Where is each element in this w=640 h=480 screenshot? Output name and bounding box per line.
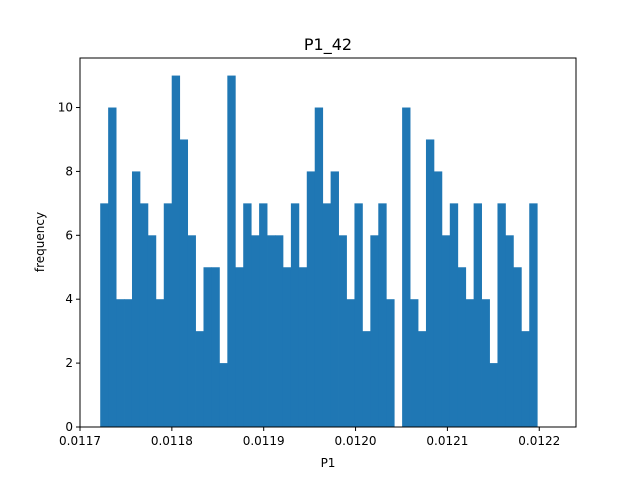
- histogram-bar: [155, 299, 165, 427]
- histogram-bar: [306, 171, 316, 427]
- histogram-bar: [298, 267, 308, 427]
- y-tick-label: 2: [65, 356, 73, 370]
- histogram-bar: [338, 235, 347, 427]
- histogram-bar: [433, 171, 443, 427]
- y-tick-label: 0: [65, 420, 73, 434]
- histogram-bar: [425, 139, 435, 427]
- histogram-bar: [418, 331, 427, 427]
- histogram-bar: [465, 299, 475, 427]
- histogram-bar: [219, 363, 228, 427]
- histogram-bar: [489, 363, 498, 427]
- histogram-bar: [314, 107, 324, 428]
- x-tick-label: 0.0117: [59, 434, 101, 448]
- x-tick-label: 0.0122: [518, 434, 560, 448]
- histogram-bar: [370, 235, 379, 427]
- histogram-bar: [227, 75, 236, 427]
- y-axis-ticks: 0 2 4 6 8 10: [58, 101, 80, 434]
- histogram-bar: [378, 203, 387, 427]
- histogram-bar: [410, 299, 419, 427]
- x-tick-label: 0.0121: [426, 434, 468, 448]
- histogram-bar: [441, 235, 451, 427]
- histogram-bar: [179, 139, 189, 427]
- histogram-bar: [195, 331, 204, 427]
- histogram-bar: [354, 203, 363, 427]
- histogram-bar: [505, 235, 514, 427]
- histogram-bar: [235, 267, 244, 427]
- x-tick-label: 0.0120: [335, 434, 377, 448]
- histogram-bar: [473, 203, 482, 427]
- histogram-bar: [449, 203, 459, 427]
- histogram-bar: [187, 235, 196, 427]
- histogram-bar: [211, 267, 220, 427]
- histogram-bar: [267, 235, 276, 427]
- histogram-bar: [275, 235, 284, 427]
- histogram-bar: [147, 235, 157, 427]
- y-tick-label: 4: [65, 292, 73, 306]
- histogram-bar: [513, 267, 522, 427]
- histogram-bar: [251, 235, 260, 427]
- histogram-bar: [497, 203, 506, 427]
- histogram-bar: [521, 331, 530, 427]
- histogram-bar: [203, 267, 212, 427]
- chart-title: P1_42: [304, 35, 352, 55]
- histogram-bar: [529, 203, 538, 427]
- histogram-bar: [139, 203, 149, 427]
- histogram-bar: [259, 203, 268, 427]
- plot-frame: [79, 57, 577, 428]
- y-tick-label: 6: [65, 228, 73, 242]
- histogram-bar: [481, 299, 490, 427]
- histogram-bar: [290, 203, 300, 427]
- histogram-bar: [330, 171, 339, 427]
- y-tick-label: 8: [65, 164, 73, 178]
- y-tick-label: 10: [58, 101, 73, 115]
- histogram-bar: [362, 331, 371, 427]
- x-tick-label: 0.0118: [151, 434, 193, 448]
- histogram-bar: [386, 299, 395, 427]
- histogram-bar: [322, 203, 332, 427]
- histogram-bar: [243, 203, 252, 427]
- histogram-bar: [163, 203, 173, 427]
- histogram-bar: [282, 267, 292, 427]
- histogram-bar: [402, 107, 411, 428]
- histogram-bar: [124, 299, 133, 427]
- y-axis-label: frequency: [33, 212, 47, 272]
- histogram-bar: [100, 203, 109, 427]
- x-tick-label: 0.0119: [243, 434, 285, 448]
- histogram-bar: [131, 171, 141, 427]
- histogram-bar: [171, 75, 181, 427]
- histogram-bars: [100, 75, 538, 428]
- histogram-bar: [108, 107, 117, 428]
- x-axis-label: P1: [321, 456, 336, 470]
- histogram-bar: [346, 299, 355, 427]
- x-axis-ticks: 0.0117 0.0118 0.0119 0.0120 0.0121 0.0122: [59, 427, 560, 448]
- histogram-bar: [116, 299, 125, 427]
- histogram-bar: [457, 267, 467, 427]
